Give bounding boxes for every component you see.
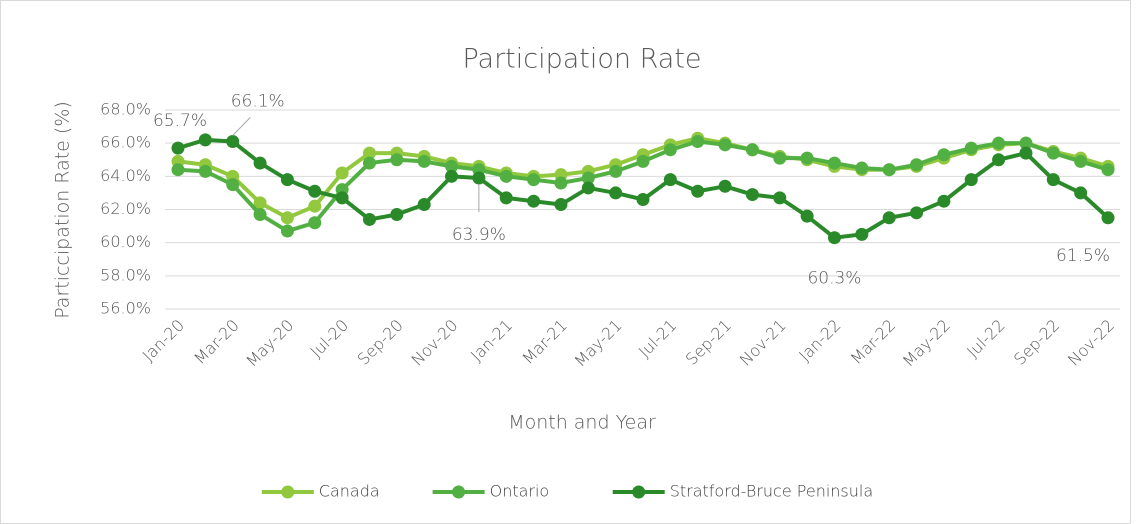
x-axis-title: Month and Year [508,412,656,434]
data-point [910,206,924,220]
data-point [827,231,841,245]
data-point [800,151,814,165]
data-point [390,207,404,221]
data-point [1019,136,1033,150]
data-point [609,164,623,178]
y-tick-label: 58.0% [100,265,151,284]
data-point [499,191,513,205]
data-point [445,159,459,173]
data-point [226,135,240,149]
data-point [527,173,541,187]
data-point [1074,186,1088,200]
legend-marker [452,485,466,499]
data-point [882,211,896,225]
data-point [609,186,623,200]
data-point [1074,154,1088,168]
data-label: 65.7% [153,111,207,131]
data-point [335,166,349,180]
data-point [499,169,513,183]
data-point [773,191,787,205]
legend-label: Ontario [490,482,550,501]
data-point [827,156,841,170]
data-point [417,198,431,212]
data-label: 61.5% [1056,246,1110,266]
data-point [636,193,650,207]
data-label: 60.3% [807,269,861,289]
legend-marker [281,485,295,499]
data-point [280,211,294,225]
data-point [882,163,896,177]
data-point [445,169,459,183]
data-point [198,133,212,147]
data-point [636,154,650,168]
y-tick-label: 62.0% [100,199,151,218]
legend-label: Stratford-Bruce Peninsula [670,482,873,501]
y-tick-label: 56.0% [100,299,151,318]
data-point [1101,211,1115,225]
data-point [718,179,732,193]
data-point [198,164,212,178]
data-point [362,212,376,226]
data-point [1046,173,1060,187]
data-point [581,181,595,195]
data-point [308,184,322,198]
data-point [964,141,978,155]
data-point [226,178,240,192]
data-point [253,156,267,170]
data-point [581,171,595,185]
data-point [937,194,951,208]
data-point [554,198,568,212]
data-point [472,171,486,185]
data-point [855,227,869,241]
data-point [992,136,1006,150]
data-point [663,173,677,187]
data-point [171,141,185,155]
legend-marker [632,485,646,499]
data-point [308,216,322,230]
y-tick-label: 64.0% [100,166,151,185]
y-tick-label: 68.0% [100,100,151,119]
data-point [527,194,541,208]
data-point [800,209,814,223]
data-point [937,148,951,162]
data-point [992,153,1006,167]
data-point [1101,163,1115,177]
data-point [745,188,759,202]
data-point [253,207,267,221]
data-point [773,151,787,165]
legend-label: Canada [319,482,380,501]
data-label: 66.1% [231,92,285,112]
data-point [910,158,924,172]
y-tick-label: 66.0% [100,133,151,152]
data-point [362,156,376,170]
y-tick-label: 60.0% [100,232,151,251]
data-point [280,224,294,238]
data-point [417,154,431,168]
leader-line [232,117,251,136]
y-axis-title: Particcipation Rate (%) [52,101,74,319]
data-point [691,184,705,198]
data-point [964,173,978,187]
data-point [171,163,185,177]
chart-title: Participation Rate [462,44,701,75]
data-point [1019,146,1033,160]
data-label: 63.9% [452,225,506,245]
data-point [308,199,322,213]
data-point [718,138,732,152]
data-point [280,173,294,187]
data-point [745,143,759,157]
data-point [691,135,705,149]
data-point [335,191,349,205]
data-point [663,143,677,157]
data-point [1046,146,1060,160]
data-point [554,176,568,190]
data-point [253,196,267,210]
data-point [855,161,869,175]
data-point [362,146,376,160]
data-point [390,153,404,167]
